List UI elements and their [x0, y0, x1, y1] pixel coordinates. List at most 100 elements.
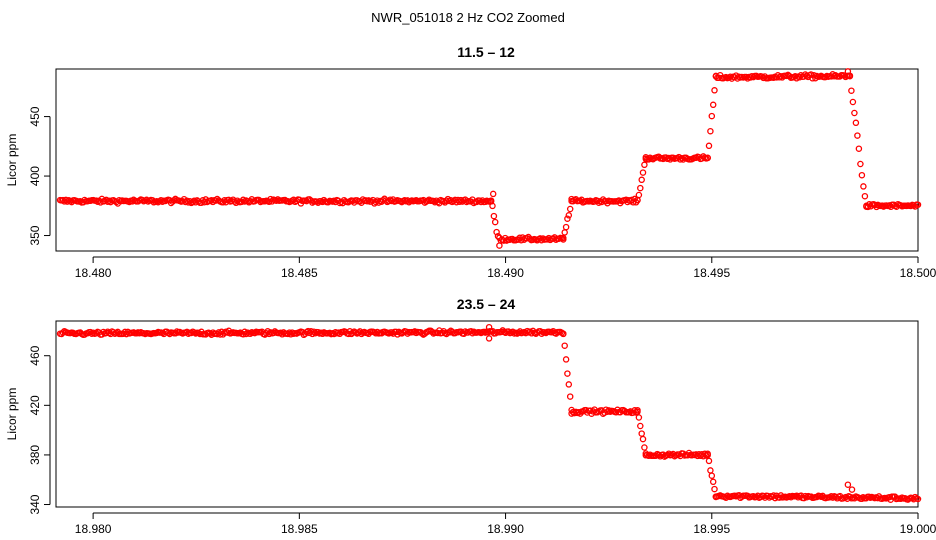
figure-title: NWR_051018 2 Hz CO2 Zoomed [371, 10, 565, 25]
data-point [469, 329, 476, 337]
data-point [365, 197, 372, 204]
data-point [544, 236, 551, 243]
data-point [411, 328, 419, 335]
data-point [705, 142, 713, 150]
data-point [860, 183, 867, 190]
data-point-outlier [844, 68, 852, 75]
data-point [655, 451, 662, 459]
data-point [641, 161, 648, 169]
data-point [443, 197, 450, 204]
data-point [428, 328, 436, 336]
data-point [491, 218, 499, 226]
data-point [646, 451, 654, 458]
data-point [317, 329, 325, 336]
data-point [851, 109, 858, 117]
data-point [310, 328, 318, 335]
panel-bottom-yticks: 340 380 420 460 [28, 345, 51, 515]
data-point [793, 492, 800, 499]
data-point [64, 198, 71, 205]
data-point [561, 342, 568, 349]
panel-top: 11.5 – 12 Licor ppm 18.480 18.485 18.490 18… [5, 44, 936, 280]
data-point [709, 101, 717, 109]
data-point [855, 145, 863, 152]
data-point [496, 242, 503, 249]
data-point [787, 493, 795, 501]
data-point [604, 408, 611, 415]
data-point [595, 199, 603, 206]
data-point [861, 192, 869, 200]
data-point [324, 198, 332, 206]
data-point [185, 199, 192, 206]
data-point [560, 330, 567, 337]
data-point [490, 212, 498, 220]
data-point [562, 223, 570, 231]
data-point-outlier [848, 486, 856, 493]
panel-bottom-xticks: 18.980 18.985 18.990 18.995 19.000 [75, 512, 936, 536]
data-point [852, 119, 860, 127]
panel-bottom-xtick-label: 18.995 [693, 522, 730, 536]
data-point [639, 435, 647, 443]
panel-top-ylabel: Licor ppm [5, 134, 19, 187]
data-point [103, 329, 110, 337]
panel-top-ytick-label: 350 [28, 225, 42, 245]
data-point [139, 196, 146, 204]
data-point [566, 393, 574, 400]
panel-top-yticks: 350 400 450 [28, 106, 51, 246]
panel-top-xtick-label: 18.480 [75, 266, 112, 280]
data-point [842, 493, 850, 501]
panel-bottom-frame [55, 320, 919, 508]
data-point [829, 494, 837, 501]
data-point [711, 87, 718, 94]
data-point [807, 71, 815, 78]
data-point [564, 370, 571, 377]
data-point [637, 422, 644, 430]
data-point [635, 191, 643, 199]
data-point [637, 184, 644, 192]
data-point [664, 451, 671, 459]
data-point-outlier [489, 190, 497, 198]
data-point [675, 451, 683, 458]
data-point [560, 234, 567, 242]
data-point [489, 202, 496, 210]
data-point [857, 160, 864, 168]
data-point [561, 229, 568, 236]
data-point [813, 493, 821, 501]
data-point [212, 197, 220, 204]
panel-bottom-ylabel: Licor ppm [5, 388, 19, 441]
data-point [277, 329, 284, 337]
data-point [639, 169, 647, 176]
panel-top-ytick-label: 450 [28, 106, 42, 126]
data-point [509, 235, 516, 243]
data-point [515, 329, 522, 336]
data-point [564, 215, 571, 222]
data-point [335, 329, 342, 336]
panel-bottom-xtick-label: 18.990 [487, 522, 524, 536]
data-point [708, 472, 716, 479]
data-point [645, 156, 652, 163]
panel-bottom-xtick-label: 18.980 [75, 522, 112, 536]
data-point [575, 408, 582, 416]
data-point [760, 492, 767, 500]
data-point [170, 197, 178, 204]
data-point [793, 75, 800, 82]
panel-top-xtick-label: 18.485 [281, 266, 318, 280]
data-point [709, 478, 717, 486]
data-point [110, 328, 117, 336]
data-point [457, 196, 465, 204]
panel-bottom-points [56, 323, 922, 503]
data-point [431, 198, 439, 206]
panel-top-xticks: 18.480 18.485 18.490 18.495 18.500 [75, 256, 936, 280]
data-point-outlier [485, 323, 493, 331]
data-point [562, 356, 570, 363]
data-point [914, 201, 922, 208]
data-point [635, 414, 643, 421]
panel-top-frame [55, 68, 919, 252]
data-point-outlier [485, 335, 493, 342]
data-point [190, 197, 198, 205]
data-point [565, 212, 573, 219]
data-point [231, 198, 238, 205]
data-point [711, 485, 718, 493]
data-point [247, 330, 254, 337]
data-point [566, 205, 574, 213]
